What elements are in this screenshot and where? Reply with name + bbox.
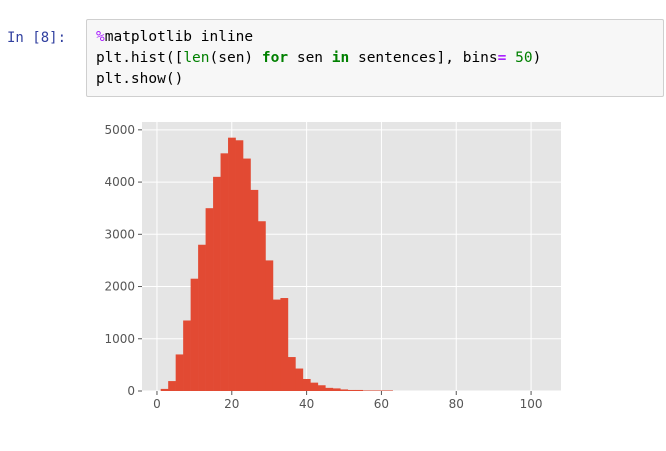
histogram-bar [243, 158, 251, 391]
y-tick-label: 3000 [104, 227, 135, 241]
x-tick-label: 40 [299, 397, 314, 411]
code-token: % [96, 29, 105, 45]
histogram-bar [205, 208, 214, 391]
histogram-bar [317, 385, 326, 391]
code-line: plt.show() [96, 69, 541, 90]
histogram-bar [355, 389, 364, 391]
code-token: sentences], bins [349, 50, 498, 66]
x-tick-label: 100 [520, 397, 543, 411]
histogram-bar [377, 390, 386, 391]
x-tick-label: 60 [374, 397, 389, 411]
y-tick-label: 0 [127, 384, 135, 398]
code-cell-input[interactable]: %matplotlib inline plt.hist([len(sen) for… [86, 19, 664, 97]
code-token: in [331, 50, 350, 66]
x-tick-label: 20 [224, 397, 239, 411]
histogram-bar [332, 388, 341, 391]
code-token: matplotlib inline [104, 29, 254, 45]
histogram-bar [295, 368, 304, 391]
histogram-bar [370, 390, 378, 391]
histogram-bar [325, 387, 334, 391]
histogram-bar [340, 389, 349, 391]
code-line: %matplotlib inline [96, 27, 541, 48]
y-tick-label: 4000 [104, 175, 135, 189]
code-token: = [497, 50, 507, 66]
code-token: sen [288, 50, 332, 66]
histogram-bar [183, 320, 191, 391]
histogram-bar [287, 357, 296, 391]
code-token: len [183, 50, 210, 66]
code-editor[interactable]: %matplotlib inline plt.hist([len(sen) for… [96, 27, 541, 90]
y-tick-label: 1000 [104, 332, 135, 346]
histogram-bar [347, 389, 356, 391]
histogram-bar [362, 390, 371, 391]
histogram-bar [235, 140, 244, 391]
histogram-bar [190, 278, 199, 391]
histogram-bar [220, 153, 229, 391]
code-token [506, 50, 515, 66]
histogram-bar [250, 189, 259, 391]
histogram-output: 0 20 40 60 80 100 0 1000 2000 3000 4000 5000 [96, 110, 576, 420]
code-token: for [261, 50, 289, 66]
code-token: (sen) [209, 50, 262, 66]
histogram-bar [257, 221, 266, 391]
histogram-bar [280, 298, 289, 391]
histogram-bar [385, 390, 393, 391]
histogram-bar [213, 176, 221, 391]
histogram-bar [228, 137, 236, 391]
x-tick-label: 80 [449, 397, 464, 411]
histogram-bar [168, 381, 176, 391]
y-tick-label: 2000 [104, 280, 135, 294]
histogram-bar [310, 382, 319, 391]
code-token: 50 [515, 50, 533, 66]
code-line: plt.hist([len(sen) for sen in sentences]… [96, 48, 541, 69]
histogram-bar [160, 388, 169, 391]
x-tick-label: 0 [153, 397, 161, 411]
histogram-bar [265, 260, 274, 391]
histogram-bar [272, 299, 281, 391]
cell-prompt: In [8]: [7, 30, 67, 46]
code-token: plt.hist([ [96, 50, 184, 66]
histogram-bar [302, 378, 311, 391]
code-token: plt.show() [96, 71, 184, 87]
histogram-bar [175, 354, 184, 391]
histogram-bar [198, 244, 206, 391]
code-token: ) [532, 50, 542, 66]
y-tick-label: 5000 [104, 123, 135, 137]
